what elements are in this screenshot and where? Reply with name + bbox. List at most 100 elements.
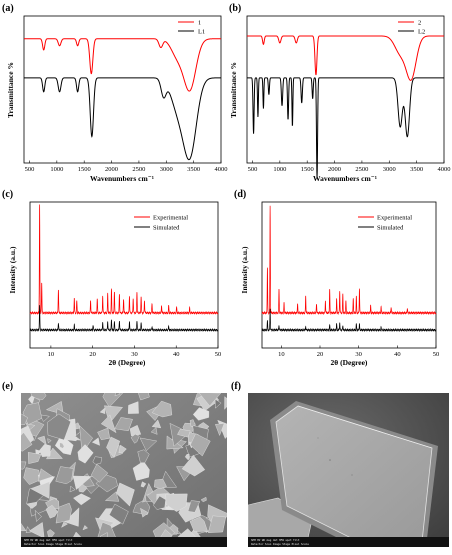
sem-crystallite: [22, 402, 43, 425]
panel-b-legend-label-2: L2: [418, 29, 425, 36]
svg-text:Detector Scan Image Stage: Detector Scan Image Stage Pixel Scale: [24, 542, 82, 546]
panel-d-legend-label-1: Experimental: [377, 215, 412, 222]
panel-c-xtick-label: 40: [173, 351, 180, 358]
sem-crystallite: [129, 424, 142, 437]
panel-c-xtick-label: 20: [89, 351, 96, 358]
sem-crystallite: [27, 452, 42, 464]
sem-crystallite: [78, 483, 88, 493]
sem-crystallite: [99, 407, 106, 414]
sem-crystallite: [59, 442, 65, 449]
panel-c-letter: (c): [2, 189, 13, 200]
sem-crystallite: [102, 393, 124, 408]
sem-crystallite: [82, 525, 88, 531]
sem-crystallite: [114, 417, 133, 432]
panel-b-xlabel: Wavenumbers cm⁻¹: [313, 174, 377, 183]
sem-crystallite: [132, 460, 150, 481]
sem-crystallite: [100, 414, 117, 434]
sem-crystallite: [61, 521, 69, 528]
panel-d-xtick-label: 30: [355, 351, 362, 358]
panel-d-legend-label-2: Simulated: [377, 225, 404, 232]
panel-c-series-simulated: [29, 305, 219, 333]
sem-crystallite: [127, 401, 139, 414]
sem-crystallite: [55, 466, 74, 485]
panel-c-axes: 10 20 30 40 50: [29, 201, 221, 358]
panel-e-letter: (e): [2, 381, 13, 392]
sem-crystallite: [55, 502, 72, 524]
sem-crystallite: [47, 438, 52, 444]
sem-crystallite: [77, 444, 94, 464]
panel-b-xtick-label: 1000: [273, 166, 286, 173]
panel-c-series-experimental: [29, 204, 219, 315]
sem-crystallite: [198, 393, 222, 407]
panel-a-frame: [23, 15, 222, 164]
panel-b-xtick-label: 1500: [301, 166, 314, 173]
sem-crystallite: [208, 515, 227, 533]
sem-crystallite: [140, 481, 147, 488]
panel-f: (f) SEM HV WD mag det HFW spot Tilt: [231, 381, 449, 547]
panel-c-legend-label-1: Experimental: [153, 215, 188, 222]
sem-crystallite: [214, 398, 222, 409]
panel-b-frame: [246, 15, 445, 164]
sem-crystallite: [130, 433, 140, 444]
sem-crystallite: [91, 437, 100, 446]
panel-a-xtick-label: 1000: [50, 166, 63, 173]
sem-crystallite: [37, 468, 54, 482]
sem-micrograph-single-crystal: SEM HV WD mag det HFW spot Tilt Detector…: [248, 393, 449, 547]
panel-b-xtick-label: 2500: [355, 166, 368, 173]
sem-crystallite: [184, 453, 190, 461]
panel-c-xtick-label: 10: [48, 351, 55, 358]
panel-a-legend-label-1: 1: [198, 20, 201, 27]
sem-crystallite: [189, 419, 196, 427]
panel-a-xlabel: Wavenumbers cm⁻¹: [90, 174, 154, 183]
sem-crystallite: [153, 495, 166, 510]
panel-c-ylabel: Intensity (a.u.): [8, 246, 17, 293]
sem-crystallite: [72, 475, 92, 490]
panel-a-xtick-label: 500: [25, 166, 35, 173]
sem-crystallite: [104, 491, 120, 502]
sem-crystallite: [138, 393, 150, 401]
panel-a-axes: 500 1000 1500 2000 2500 3000 3500 4000: [23, 15, 228, 173]
sem-crystallite: [116, 482, 135, 507]
panel-e: (e) SEM HV WD mag det HFW spot Tilt Dete…: [2, 381, 227, 547]
panel-b: (b) 500 1000 1500 2000 2500 3000 3500 4000 Wave…: [229, 3, 451, 183]
panel-d-letter: (d): [234, 189, 246, 200]
sem-crystallite: [28, 522, 45, 539]
panel-b-xtick-label: 3000: [383, 166, 396, 173]
panel-a-letter: (a): [2, 3, 14, 14]
sem-crystallite: [224, 396, 227, 410]
sem-crystallite: [21, 432, 33, 452]
sem-crystallite: [21, 461, 27, 470]
panel-a-ylabel: Transmittance %: [6, 62, 15, 118]
panel-c-xtick-label: 30: [131, 351, 138, 358]
panel-b-xtick-label: 2000: [328, 166, 341, 173]
panel-b-legend-label-1: 2: [418, 20, 421, 27]
sem-crystallite: [30, 481, 50, 499]
panel-d-ylabel: Intensity (a.u.): [240, 246, 249, 293]
sem-crystallite: [45, 504, 58, 519]
sem-crystallite: [151, 400, 173, 418]
svg-text:SEM HV WD mag det HFW sp: SEM HV WD mag det HFW spot Tilt: [251, 538, 300, 542]
panel-d-frame: [261, 201, 437, 349]
panel-c: (c) 10 20 30 40 50 2θ (Degree) Intensity (a.…: [2, 189, 221, 367]
panel-c-frame: [29, 201, 219, 349]
sem-crystallite: [92, 456, 103, 465]
sem-crystallite: [46, 413, 71, 441]
panel-d-xtick-label: 40: [394, 351, 401, 358]
sem-crystallite: [109, 503, 129, 525]
panel-f-letter: (f): [231, 381, 241, 392]
sem-crystallite: [140, 507, 149, 518]
panel-c-legend-label-2: Simulated: [153, 225, 180, 232]
sem-crystallite: [187, 500, 201, 513]
sem-crystallite: [150, 427, 158, 435]
sem-crystallite: [139, 437, 158, 452]
sem-crystallite: [215, 423, 225, 437]
panel-a-legend-label-2: L1: [198, 29, 205, 36]
sem-crystallite: [54, 434, 74, 456]
panel-b-xtick-label: 500: [248, 166, 258, 173]
sem-crystallite: [39, 444, 51, 457]
sem-crystallite: [21, 413, 28, 426]
panel-c-xlabel: 2θ (Degree): [109, 358, 146, 367]
panel-a: (a) 500 1000 1500 2000 2500 3000 3500 4000 Wave…: [2, 3, 228, 183]
sem-crystallite: [192, 407, 210, 421]
